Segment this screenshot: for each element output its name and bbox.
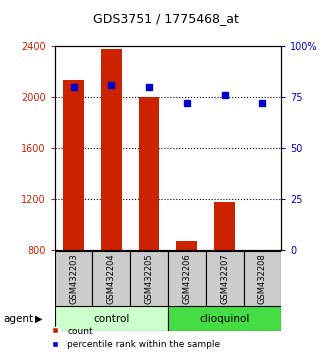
FancyBboxPatch shape bbox=[130, 251, 168, 306]
FancyBboxPatch shape bbox=[206, 251, 244, 306]
Bar bbox=[214, 202, 235, 250]
FancyBboxPatch shape bbox=[55, 251, 92, 306]
Text: GSM432204: GSM432204 bbox=[107, 253, 116, 304]
FancyBboxPatch shape bbox=[92, 251, 130, 306]
Text: control: control bbox=[93, 314, 129, 324]
Bar bbox=[176, 241, 197, 250]
Text: agent: agent bbox=[3, 314, 33, 324]
Text: GSM432205: GSM432205 bbox=[145, 253, 154, 304]
Text: GSM432203: GSM432203 bbox=[69, 253, 78, 304]
FancyBboxPatch shape bbox=[168, 306, 281, 331]
Bar bbox=[63, 80, 84, 250]
FancyBboxPatch shape bbox=[168, 251, 206, 306]
Bar bbox=[139, 97, 160, 250]
Text: GSM432208: GSM432208 bbox=[258, 253, 267, 304]
Text: GDS3751 / 1775468_at: GDS3751 / 1775468_at bbox=[93, 12, 238, 25]
Bar bbox=[101, 48, 122, 250]
Text: GSM432206: GSM432206 bbox=[182, 253, 191, 304]
Legend: count, percentile rank within the sample: count, percentile rank within the sample bbox=[51, 327, 220, 349]
FancyBboxPatch shape bbox=[55, 306, 168, 331]
Text: GSM432207: GSM432207 bbox=[220, 253, 229, 304]
FancyBboxPatch shape bbox=[244, 251, 281, 306]
Text: ▶: ▶ bbox=[35, 314, 42, 324]
Text: clioquinol: clioquinol bbox=[200, 314, 250, 324]
